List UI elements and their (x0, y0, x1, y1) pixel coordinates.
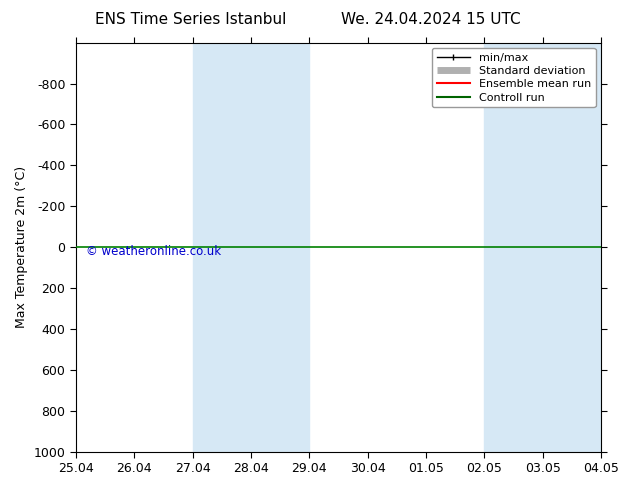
Text: ENS Time Series Istanbul: ENS Time Series Istanbul (94, 12, 286, 27)
Y-axis label: Max Temperature 2m (°C): Max Temperature 2m (°C) (15, 166, 28, 328)
Bar (193, 43, 309, 452)
Text: We. 24.04.2024 15 UTC: We. 24.04.2024 15 UTC (341, 12, 521, 27)
Legend: min/max, Standard deviation, Ensemble mean run, Controll run: min/max, Standard deviation, Ensemble me… (432, 48, 595, 107)
Text: © weatheronline.co.uk: © weatheronline.co.uk (86, 245, 221, 258)
Bar (484, 43, 601, 452)
